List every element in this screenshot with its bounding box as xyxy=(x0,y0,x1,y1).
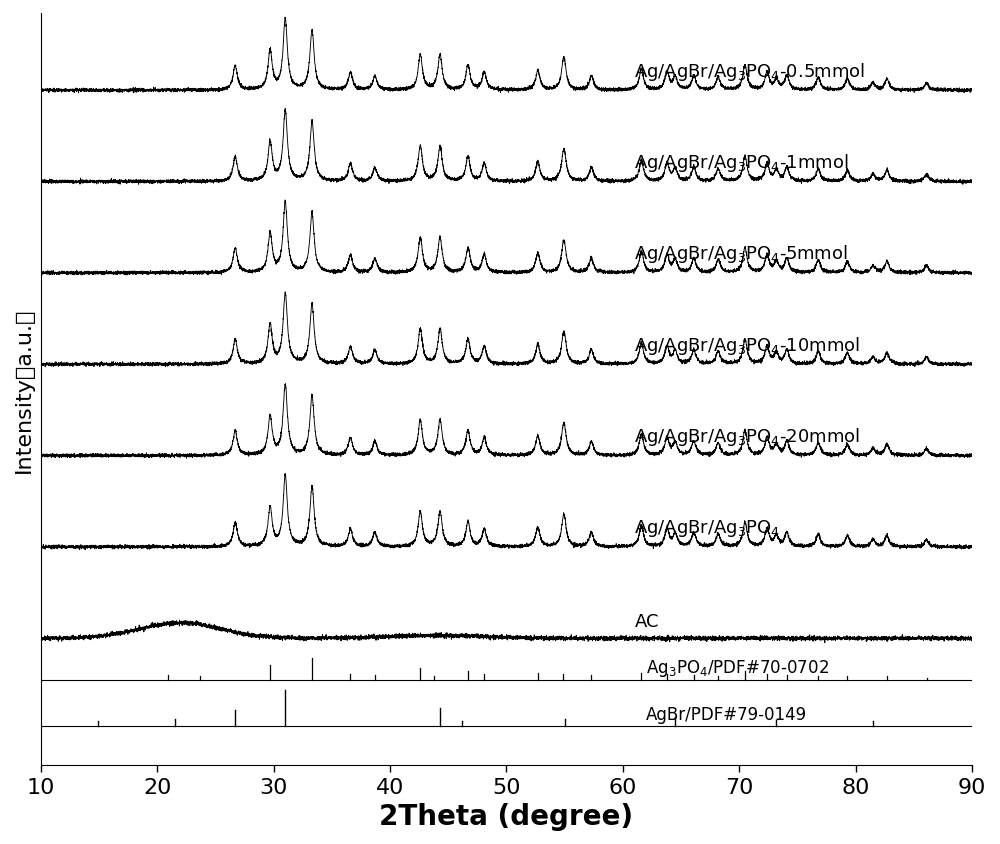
Text: Ag/AgBr/Ag$_3$PO$_4$: Ag/AgBr/Ag$_3$PO$_4$ xyxy=(634,518,781,538)
Text: Ag/AgBr/Ag$_3$PO$_4$-1mmol: Ag/AgBr/Ag$_3$PO$_4$-1mmol xyxy=(634,152,849,174)
Text: Ag/AgBr/Ag$_3$PO$_4$-10mmol: Ag/AgBr/Ag$_3$PO$_4$-10mmol xyxy=(634,334,861,356)
X-axis label: 2Theta (degree): 2Theta (degree) xyxy=(379,802,633,830)
Text: Ag/AgBr/Ag$_3$PO$_4$-0.5mmol: Ag/AgBr/Ag$_3$PO$_4$-0.5mmol xyxy=(634,61,865,83)
Text: Ag$_3$PO$_4$/PDF#70-0702: Ag$_3$PO$_4$/PDF#70-0702 xyxy=(646,657,829,678)
Text: AC: AC xyxy=(634,612,659,630)
Y-axis label: Intensity（a.u.）: Intensity（a.u.） xyxy=(14,306,34,472)
Text: AgBr/PDF#79-0149: AgBr/PDF#79-0149 xyxy=(646,706,807,723)
Text: Ag/AgBr/Ag$_3$PO$_4$-5mmol: Ag/AgBr/Ag$_3$PO$_4$-5mmol xyxy=(634,243,848,265)
Text: Ag/AgBr/Ag$_3$PO$_4$-20mmol: Ag/AgBr/Ag$_3$PO$_4$-20mmol xyxy=(634,425,861,447)
